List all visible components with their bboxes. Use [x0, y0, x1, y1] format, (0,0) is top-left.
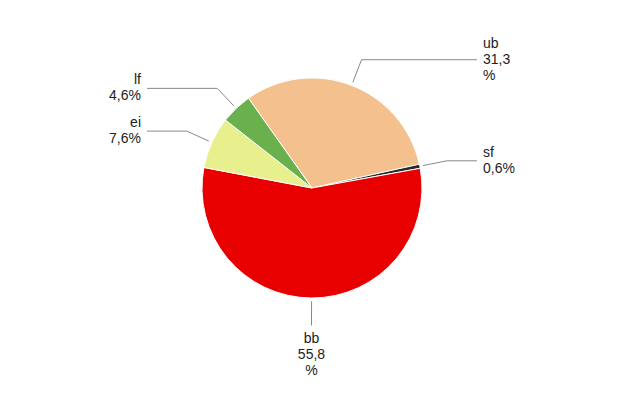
chart-container: ub31,3% sf0,6% bb55,8% ei7,6% lf4,6%: [0, 0, 625, 398]
value-label: %: [483, 66, 495, 82]
category-label: ub: [483, 34, 499, 50]
value-label: 55,8: [298, 346, 325, 362]
data-label: ei7,6%: [109, 114, 141, 146]
category-label: sf: [483, 144, 494, 160]
value-label: 7,6%: [109, 130, 141, 146]
data-label: sf0,6%: [483, 144, 515, 176]
category-label: ei: [130, 114, 141, 130]
pie-chart: ub31,3% sf0,6% bb55,8% ei7,6% lf4,6%: [0, 0, 625, 398]
data-label: bb55,8%: [298, 330, 325, 378]
category-label: lf: [134, 71, 141, 87]
leader-line: [353, 60, 477, 83]
value-label: %: [305, 362, 317, 378]
value-label: 4,6%: [109, 87, 141, 103]
pie-slice: [225, 98, 312, 188]
value-label: 31,3: [483, 50, 510, 66]
slices: [202, 78, 422, 298]
leader-line: [147, 131, 209, 141]
category-label: bb: [304, 330, 320, 346]
labels: ub31,3% sf0,6% bb55,8% ei7,6% lf4,6%: [109, 34, 515, 378]
data-label: ub31,3%: [483, 34, 510, 82]
leader-line: [311, 301, 312, 325]
value-label: 0,6%: [483, 160, 515, 176]
data-label: lf4,6%: [109, 71, 141, 103]
pie-slice: [202, 167, 422, 298]
leader-line: [423, 161, 477, 166]
leader-line: [147, 88, 234, 106]
